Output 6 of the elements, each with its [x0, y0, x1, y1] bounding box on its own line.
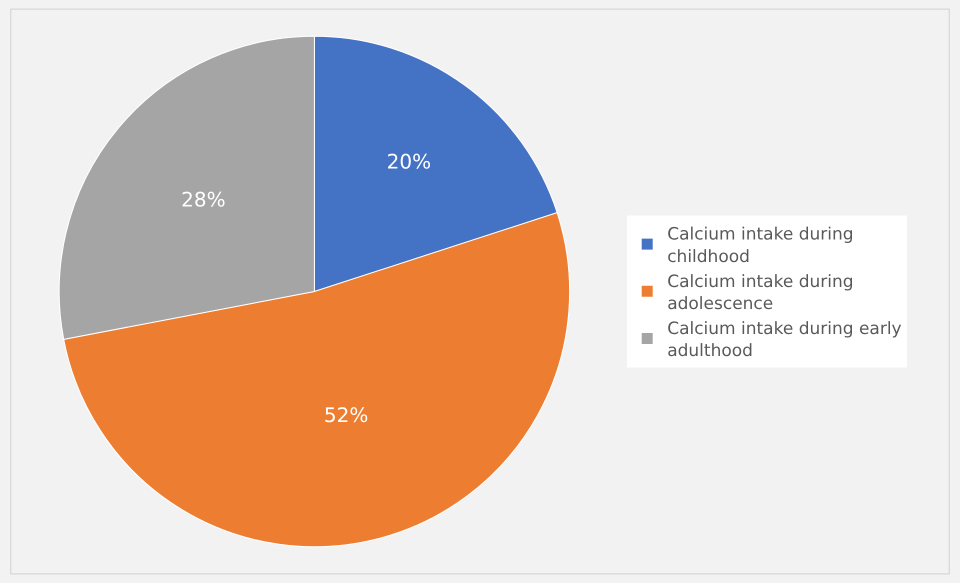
legend-label: Calcium intake during early adulthood: [667, 319, 902, 362]
data-label: 52%: [324, 403, 368, 428]
legend-label: Calcium intake during adolescence: [667, 272, 854, 314]
data-label: 28%: [181, 188, 226, 212]
data-label: 20%: [386, 149, 432, 174]
legend-label: Calcium intake during childhood: [667, 224, 854, 267]
